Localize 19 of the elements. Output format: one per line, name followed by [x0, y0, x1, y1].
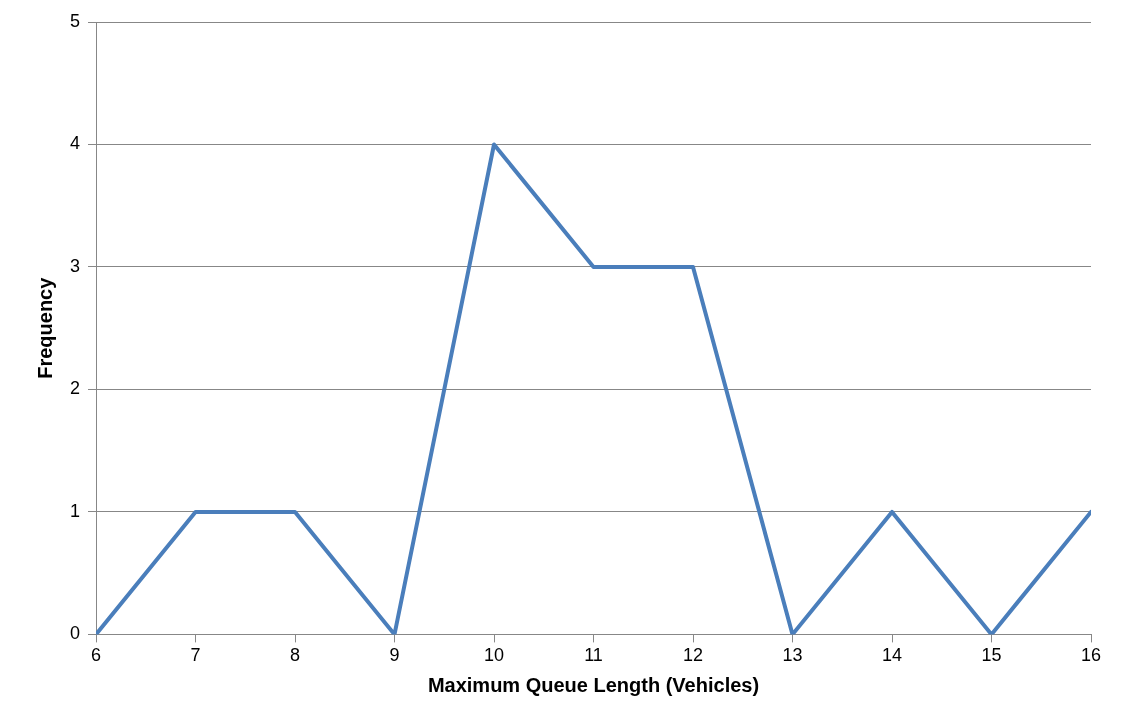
- y-tick-label: 4: [70, 133, 81, 154]
- x-axis-title: Maximum Queue Length (Vehicles): [427, 673, 760, 696]
- x-tick-label: 15: [981, 645, 1002, 666]
- x-tick-label: 7: [190, 645, 201, 666]
- x-tick-label: 14: [881, 645, 903, 666]
- x-tick-label: 12: [682, 645, 704, 666]
- x-tick-label: 8: [290, 645, 301, 666]
- y-tick-label: 3: [70, 255, 81, 276]
- x-tick-label: 13: [782, 645, 803, 666]
- x-tick-label: 11: [584, 645, 603, 666]
- y-tick-label: 2: [70, 378, 81, 399]
- x-tick-label: 16: [1080, 645, 1102, 666]
- y-tick-label: 5: [70, 10, 81, 31]
- x-tick-label: 10: [483, 645, 505, 666]
- x-tick-label: 9: [389, 645, 400, 666]
- y-tick-label: 0: [70, 623, 81, 644]
- y-axis-title: Frequency: [33, 276, 56, 379]
- y-tick-label: 1: [70, 500, 81, 521]
- x-tick-label: 6: [91, 645, 102, 666]
